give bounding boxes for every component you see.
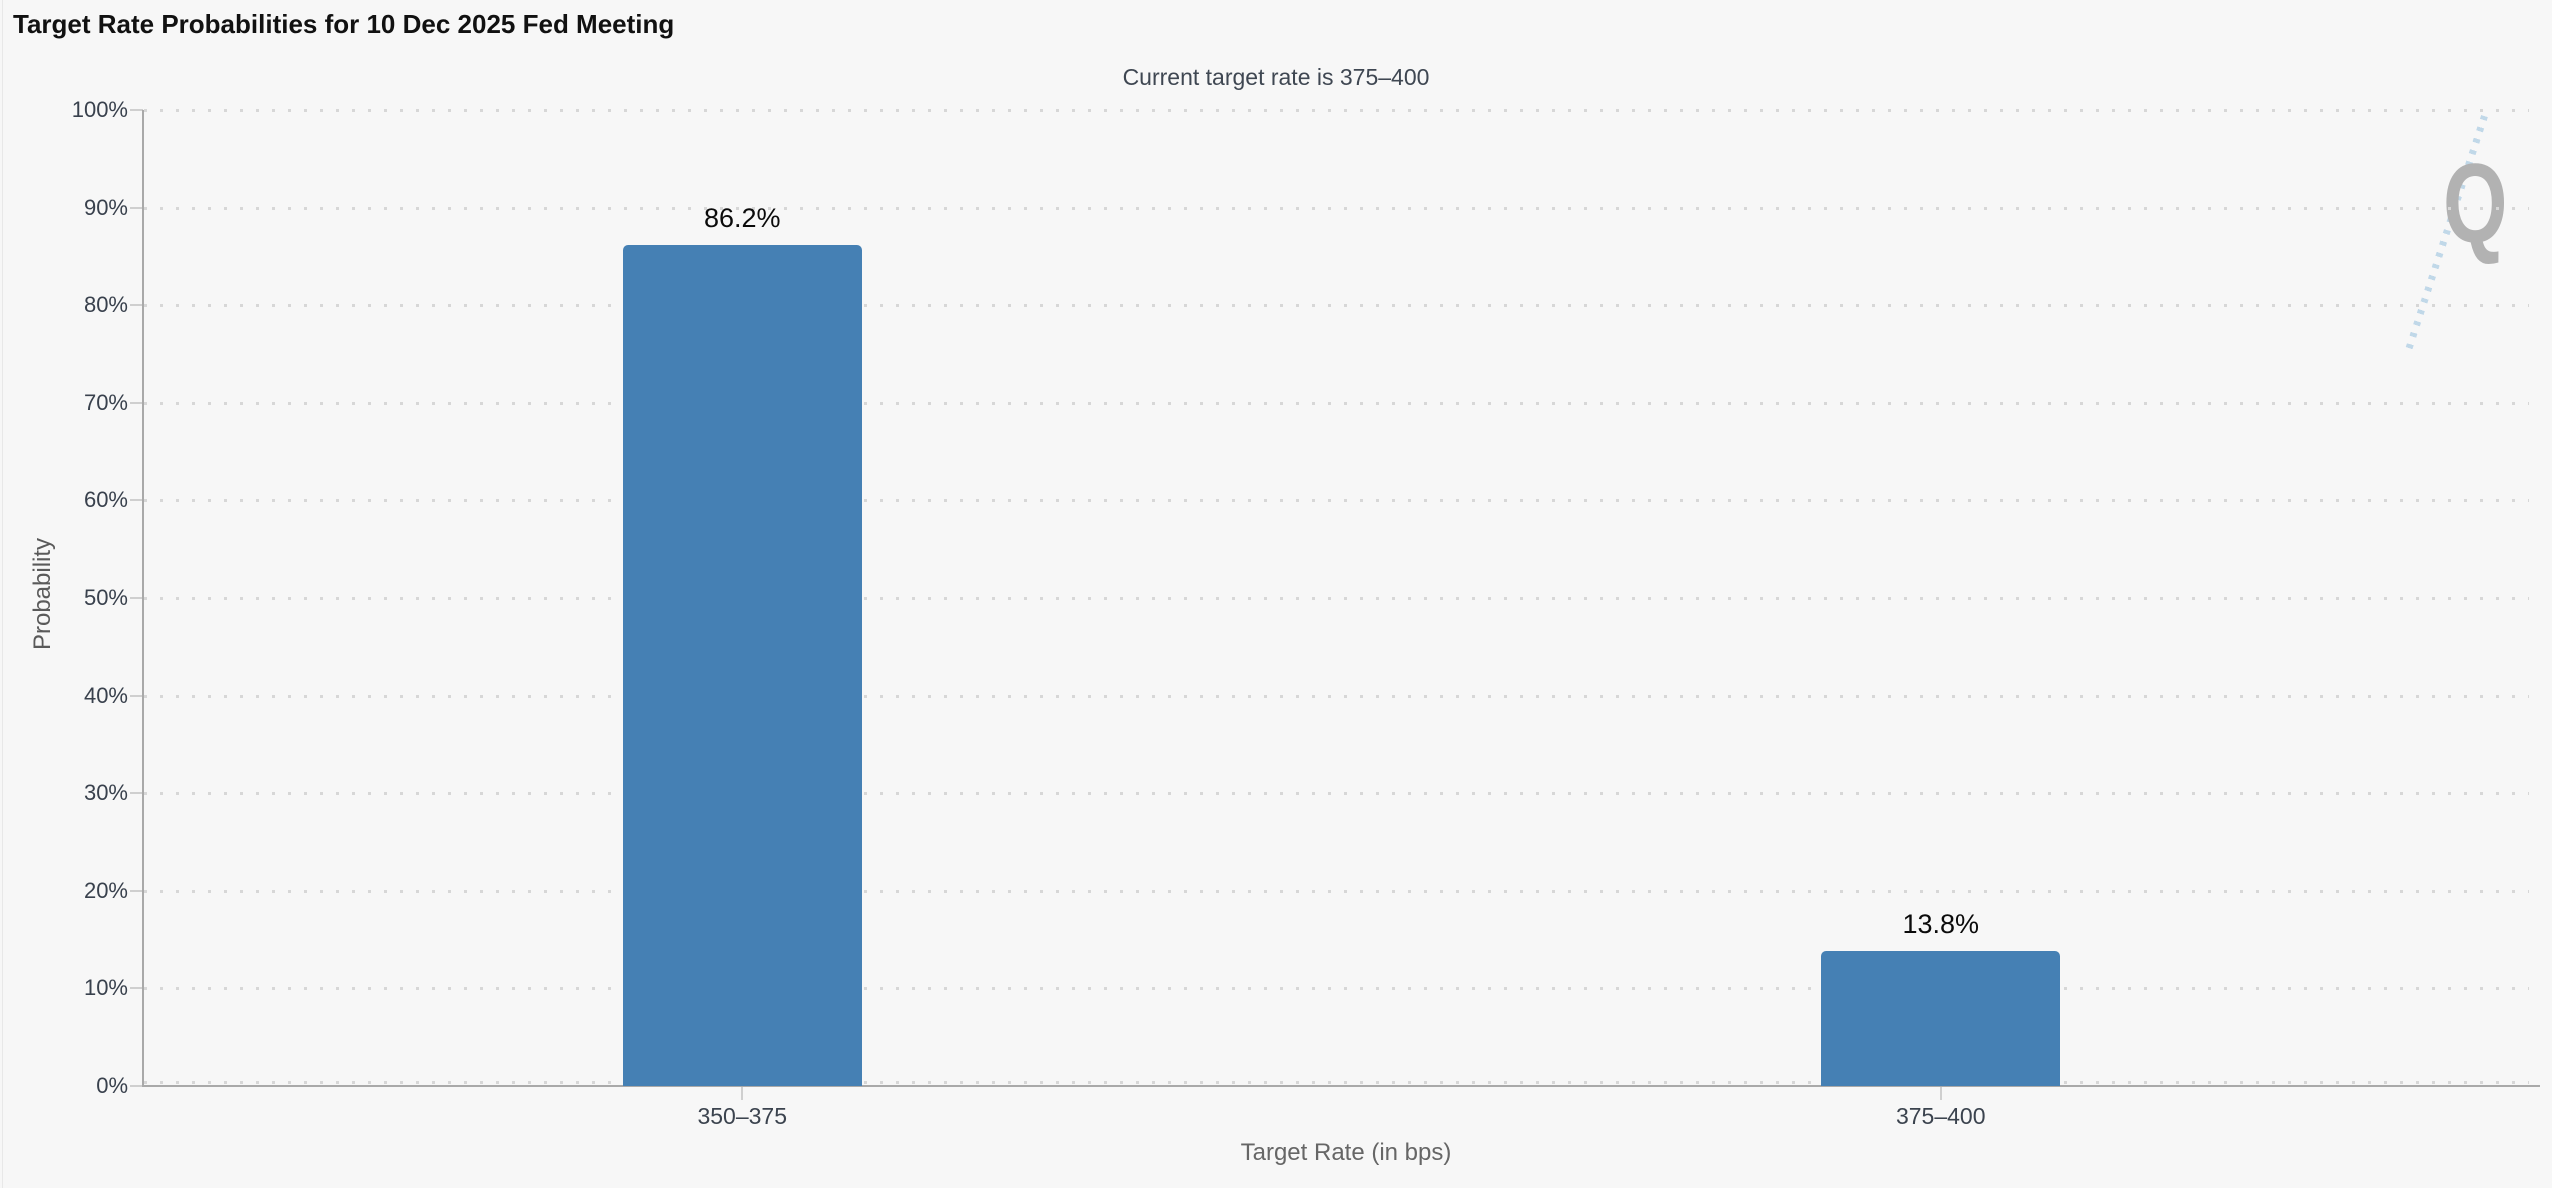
x-axis-tick [741, 1087, 744, 1100]
bar-value-label: 86.2% [703, 202, 781, 233]
bar-value-label: 13.8% [1902, 909, 1980, 940]
y-axis-line [142, 110, 144, 1086]
y-axis-tick-label: 50% [83, 585, 128, 610]
gridline-10pct [144, 987, 2529, 991]
y-axis-tick [130, 792, 143, 795]
gridline-100pct [144, 109, 2529, 112]
gridline-20pct [144, 889, 2529, 893]
y-axis-tick [130, 109, 143, 111]
y-axis-tick [130, 987, 143, 990]
y-axis-tick [130, 694, 143, 697]
probability-bar[interactable] [1821, 951, 2061, 1086]
chart-title: Target Rate Probabilities for 10 Dec 202… [13, 9, 675, 39]
y-axis-tick [130, 304, 143, 307]
gridline-70pct [144, 401, 2529, 405]
y-axis-tick [130, 499, 143, 502]
y-axis-tick-label: 30% [83, 780, 128, 806]
y-axis-tick-label: 60% [83, 487, 128, 513]
chart-subtitle: Current target rate is 375–400 [1122, 64, 1430, 90]
y-axis-tick-label: 80% [83, 292, 128, 318]
y-axis-tick-label: 70% [83, 389, 128, 415]
widget-left-edge [2, 0, 3, 1188]
y-axis-tick-label: 20% [83, 877, 128, 903]
gridline-30pct [144, 792, 2529, 796]
y-axis-title: Probability [29, 537, 56, 651]
x-axis-line [142, 1085, 2540, 1087]
y-axis-tick-label: 40% [83, 682, 128, 708]
gridline-80pct [144, 304, 2529, 308]
gridline-0pct [144, 1081, 2529, 1084]
x-axis-title: Target Rate (in bps) [1240, 1139, 1452, 1166]
y-axis-tick [130, 206, 143, 209]
y-axis-tick [130, 401, 143, 404]
y-axis-tick [130, 889, 143, 892]
x-axis-category-label: 350–375 [697, 1103, 788, 1129]
probability-bar[interactable] [622, 244, 862, 1086]
gridline-50pct [144, 597, 2529, 600]
y-axis-tick-label: 10% [83, 975, 128, 1001]
y-axis-tick [130, 597, 143, 599]
x-axis-tick [1939, 1087, 1942, 1100]
y-axis-tick [130, 1085, 143, 1087]
y-axis-tick-label: 0% [96, 1073, 128, 1098]
gridline-90pct [144, 206, 2529, 210]
gridline-40pct [144, 694, 2529, 698]
gridline-60pct [144, 499, 2529, 503]
y-axis-tick-label: 100% [71, 97, 128, 122]
y-axis-tick-label: 90% [83, 194, 128, 220]
x-axis-category-label: 375–400 [1895, 1103, 1986, 1129]
